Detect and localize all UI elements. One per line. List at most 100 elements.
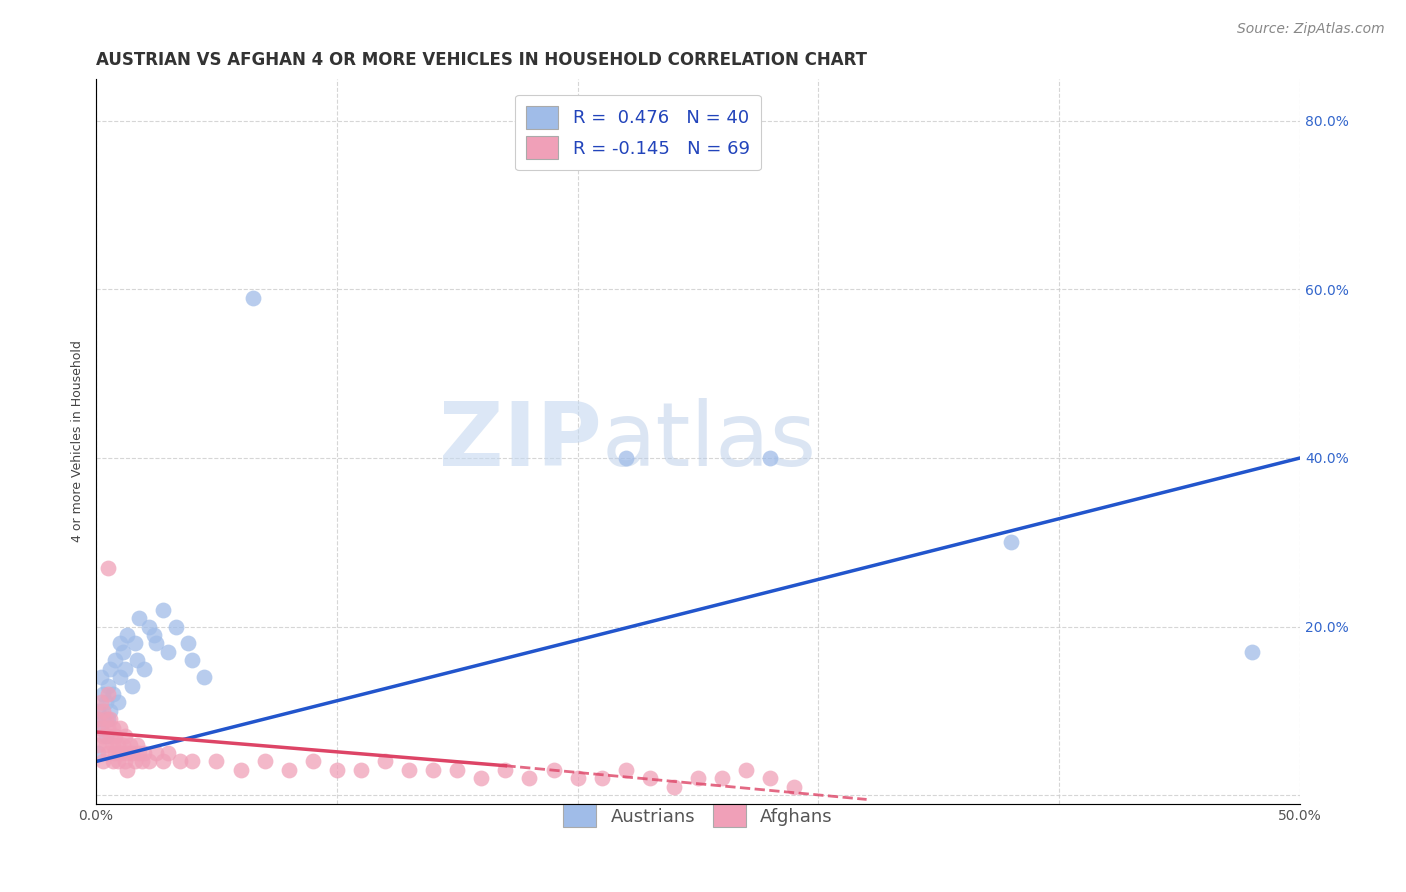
Point [97,746,120,760]
Point [169,755,191,769]
Point [104,653,127,667]
Point [94,729,117,743]
Point [181,755,204,769]
Point [97,679,120,693]
Point [277,763,299,777]
Point [91,687,114,701]
Point [145,636,167,650]
Point [735,763,758,777]
Point [124,755,146,769]
Point [97,721,120,735]
Point [176,636,198,650]
Point [374,755,396,769]
Point [783,780,806,794]
Point [398,763,420,777]
Point [100,662,122,676]
Point [614,763,637,777]
Point [87,712,110,726]
Point [253,755,276,769]
Point [121,679,143,693]
Point [128,746,150,760]
Point [101,738,124,752]
Point [97,560,120,574]
Point [100,704,122,718]
Point [152,755,174,769]
Point [134,662,156,676]
Point [446,763,468,777]
Point [131,755,153,769]
Point [662,780,685,794]
Point [759,772,782,786]
Point [114,755,136,769]
Point [117,763,139,777]
Point [107,696,129,710]
Point [229,763,252,777]
Point [591,772,613,786]
Point [117,746,139,760]
Point [114,729,136,743]
Point [1240,645,1263,659]
Point [494,763,516,777]
Point [108,746,131,760]
Point [301,755,323,769]
Point [152,603,174,617]
Point [142,628,165,642]
Point [519,772,541,786]
Point [91,729,114,743]
Point [111,738,134,752]
Point [567,772,589,786]
Point [350,763,373,777]
Point [108,636,131,650]
Point [97,687,120,701]
Point [108,670,131,684]
Point [134,746,156,760]
Point [101,755,124,769]
Point [326,763,349,777]
Point [107,755,129,769]
Point [1000,535,1022,549]
Point [157,746,180,760]
Point [114,662,136,676]
Point [470,772,492,786]
Point [101,721,124,735]
Point [118,738,141,752]
Point [90,721,112,735]
Point [100,729,122,743]
Text: atlas: atlas [602,398,817,484]
Point [90,670,112,684]
Point [543,763,565,777]
Point [104,729,127,743]
Point [91,704,114,718]
Point [87,746,110,760]
Point [90,721,112,735]
Point [193,670,215,684]
Point [100,712,122,726]
Point [108,721,131,735]
Point [181,653,204,667]
Point [614,450,637,465]
Point [242,291,264,305]
Point [90,696,112,710]
Point [138,619,160,633]
Y-axis label: 4 or more Vehicles in Household: 4 or more Vehicles in Household [72,340,84,542]
Point [107,738,129,752]
Point [97,712,120,726]
Point [125,738,148,752]
Point [128,611,150,625]
Point [94,738,117,752]
Point [117,628,139,642]
Point [91,755,114,769]
Point [124,636,146,650]
Legend: Austrians, Afghans: Austrians, Afghans [557,797,839,835]
Point [422,763,444,777]
Point [145,746,167,760]
Point [711,772,734,786]
Point [104,746,127,760]
Point [759,450,782,465]
Text: AUSTRIAN VS AFGHAN 4 OR MORE VEHICLES IN HOUSEHOLD CORRELATION CHART: AUSTRIAN VS AFGHAN 4 OR MORE VEHICLES IN… [96,51,868,69]
Point [165,619,187,633]
Point [205,755,228,769]
Point [111,645,134,659]
Point [101,687,124,701]
Point [138,755,160,769]
